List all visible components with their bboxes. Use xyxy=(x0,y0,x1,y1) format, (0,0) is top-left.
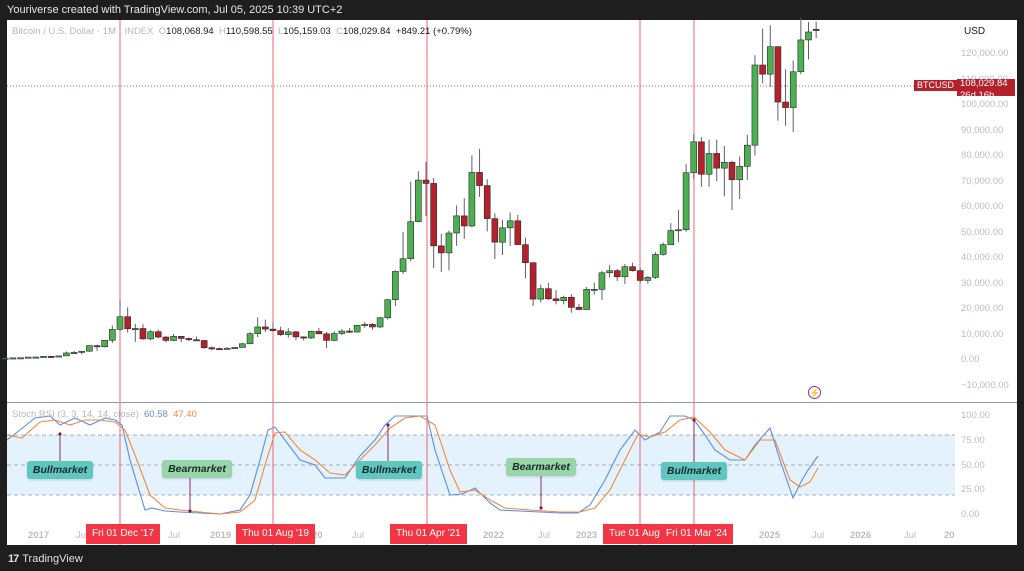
price-tick: 120,000.00 xyxy=(961,48,1009,59)
rsi-tick: 25.00 xyxy=(961,484,985,496)
date-marker-tag: Thu 01 Apr '21 xyxy=(390,524,467,544)
price-tick: 70,000.00 xyxy=(961,175,1004,187)
bullmarket-note[interactable]: Bullmarket xyxy=(661,462,727,480)
stoch-d-value: 47.40 xyxy=(173,409,197,420)
close-label: C xyxy=(336,26,343,37)
high-label: H xyxy=(218,26,226,37)
price-tick: 30,000.00 xyxy=(961,277,1004,289)
tradingview-logo-icon: 17 xyxy=(8,553,19,565)
high-value: 110,598.55 xyxy=(225,26,273,37)
currency-label[interactable]: USD xyxy=(964,26,986,37)
symbol-name[interactable]: Bitcoin / U.S. Dollar · 1M · INDEX xyxy=(12,26,154,37)
stoch-k-line xyxy=(6,415,819,515)
rsi-tick: 50.00 xyxy=(961,459,985,471)
lightning-icon[interactable]: ⚡ xyxy=(808,386,821,399)
price-tick: 60,000.00 xyxy=(961,201,1004,212)
stoch-d-line xyxy=(6,415,819,515)
symbol-price-tag: BTCUSD xyxy=(914,80,958,91)
bearmarket-note[interactable]: Bearmarket xyxy=(162,460,232,478)
date-marker-tag: Fri 01 Mar '24 xyxy=(660,524,734,544)
last-price-value: 108,029.84 xyxy=(960,78,1008,89)
time-tick: Jul xyxy=(76,530,89,541)
price-tick: 90,000.00 xyxy=(961,124,1004,136)
time-tick: 2022 xyxy=(483,530,505,541)
low-value: 105,159.03 xyxy=(283,26,331,37)
open-value: 108,068.94 xyxy=(166,26,214,37)
price-tick: −10,000.00 xyxy=(961,379,1009,391)
price-tick: 20,000.00 xyxy=(961,303,1004,314)
price-tick: 10,000.00 xyxy=(961,328,1004,340)
price-tick: 80,000.00 xyxy=(961,150,1004,161)
time-tick: 2025 xyxy=(759,530,781,541)
time-tick: 2026 xyxy=(850,530,872,541)
date-marker-tag: Tue 01 Aug xyxy=(603,524,666,544)
stoch-rsi-label[interactable]: Stoch RSI (3, 3, 14, 14, close) xyxy=(12,409,139,420)
rsi-tick: 0.00 xyxy=(961,509,980,521)
time-tick: Jul xyxy=(538,530,551,541)
time-tick: 2023 xyxy=(576,530,598,541)
date-marker-tag: Fri 01 Dec '17 xyxy=(86,524,160,544)
price-tick: 100,000.00 xyxy=(961,99,1009,110)
price-tick: 50,000.00 xyxy=(961,226,1004,238)
price-tick: 40,000.00 xyxy=(961,252,1004,263)
pane-separator[interactable] xyxy=(7,402,1017,403)
last-price-tag: 108,029.84 26d 16h xyxy=(957,78,1015,99)
symbol-legend: Bitcoin / U.S. Dollar · 1M · INDEX O108,… xyxy=(12,26,472,37)
time-tick: 2017 xyxy=(28,530,50,541)
bullmarket-note[interactable]: Bullmarket xyxy=(27,461,93,479)
close-value: 108,029.84 xyxy=(342,26,391,37)
rsi-tick: 75.00 xyxy=(961,434,985,446)
bullmarket-note[interactable]: Bullmarket xyxy=(356,461,422,479)
stoch-k-value: 60.58 xyxy=(144,409,168,420)
open-label: O xyxy=(158,26,167,37)
footer: 17 TradingView xyxy=(8,553,83,565)
stoch-rsi-legend: Stoch RSI (3, 3, 14, 14, close) 60.58 47… xyxy=(12,409,197,420)
bearmarket-note[interactable]: Bearmarket xyxy=(506,458,576,476)
rsi-tick: 100.00 xyxy=(961,410,991,421)
time-tick: 20 xyxy=(944,530,955,541)
time-tick: Jul xyxy=(812,530,825,541)
time-tick: Jul xyxy=(352,530,365,541)
date-marker-tag: Thu 01 Aug '19 xyxy=(236,524,315,544)
brand-name: TradingView xyxy=(22,553,83,565)
time-tick: Jul xyxy=(168,530,181,541)
time-tick: 2019 xyxy=(210,530,232,541)
change-value: +849.21 (+0.79%) xyxy=(395,26,472,37)
price-tick: 0.00 xyxy=(961,354,980,365)
chart-header: Youriverse created with TradingView.com,… xyxy=(7,4,343,16)
time-tick: 20 xyxy=(312,530,323,541)
time-tick: Jul xyxy=(904,530,917,541)
bar-countdown: 26d 16h xyxy=(960,89,995,101)
low-label: L xyxy=(277,26,284,37)
